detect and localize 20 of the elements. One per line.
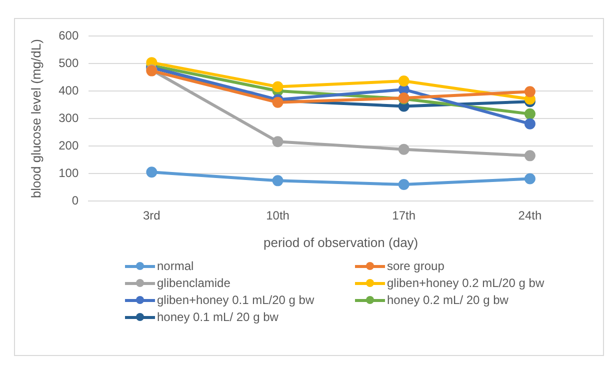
x-tick-label: 10th [266,208,290,223]
y-tick-label: 0 [72,193,79,208]
legend-label: normal [157,259,194,273]
y-tick-label: 500 [58,56,79,70]
legend-label: gliben+honey 0.2 mL/20 g bw [387,276,544,290]
y-axis-title: blood glucose level (mg/dL) [28,39,44,198]
x-axis-title: period of observation (day) [263,234,418,250]
legend-label: sore group [387,259,444,273]
y-tick-label: 300 [58,110,79,125]
x-tick-label: 24th [518,208,542,223]
y-tick-label: 100 [58,166,79,180]
x-tick-label: 17th [392,208,416,223]
legend-label: gliben+honey 0.1 mL/20 g bw [157,293,314,307]
y-tick-label: 600 [58,28,79,43]
legend-label: honey 0.2 mL/ 20 g bw [387,293,508,307]
legend-label: glibenclamide [157,276,230,290]
y-tick-label: 400 [58,83,79,98]
y-tick-label: 200 [58,138,79,152]
x-tick-label: 3rd [142,208,160,223]
legend-label: honey 0.1 mL/ 20 g bw [157,310,278,324]
